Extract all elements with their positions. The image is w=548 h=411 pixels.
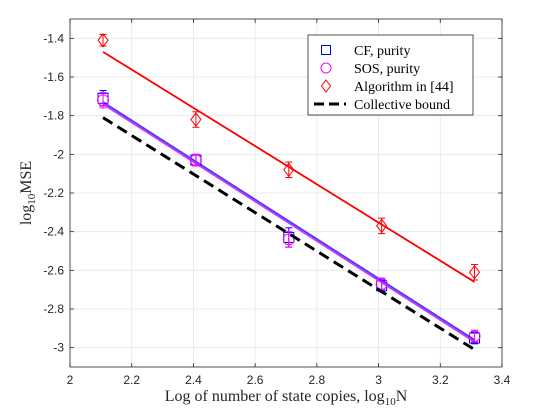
y-tick-label: -1.8 [43, 109, 64, 123]
sos-purity-point [189, 154, 202, 167]
x-tick-label: 2 [67, 373, 74, 387]
sos-purity-point [282, 233, 295, 246]
x-axis-title-main: Log of number of state copies, log [165, 388, 385, 405]
legend-marker-cf-purity [321, 45, 331, 55]
legend: CF, purity SOS, purity Algorithm in [44] Co… [307, 34, 474, 116]
legend-label-cf-purity: CF, purity [354, 44, 410, 59]
legend-box [307, 34, 474, 116]
x-tick-label: 3.2 [432, 373, 449, 387]
x-axis-title-subscript: 10 [385, 396, 397, 408]
x-axis-title: Log of number of state copies, log10N [165, 388, 408, 408]
algorithm-in-44-point [376, 218, 388, 234]
legend-label-algorithm-in-44: Algorithm in [44] [354, 80, 454, 95]
y-axis-title-subscript: 10 [26, 193, 38, 205]
axes: 2 2.2 2.4 2.6 2.8 3 3.2 3.4 -1.4 -1.6 -1.8 -2 -2.2 -2… [43, 19, 511, 387]
y-tick-label: -1.4 [43, 31, 64, 45]
y-axis-title-tail: MSE [18, 161, 35, 194]
legend-label-collective-bound: Collective bound [354, 98, 450, 113]
algorithm-in-44-point [283, 162, 295, 178]
legend-marker-sos-purity [320, 62, 332, 74]
collective-bound-line [102, 116, 476, 351]
y-axis-title-main: log [18, 205, 35, 225]
y-tick-label: -2.2 [43, 186, 64, 200]
x-tick-label: 3.4 [494, 373, 511, 387]
y-tick-label: -1.6 [43, 70, 64, 84]
y-tick-label: -3 [53, 341, 64, 355]
x-tick-label: 2.8 [309, 373, 326, 387]
legend-label-sos-purity: SOS, purity [354, 62, 420, 77]
y-axis-title: log10MSE [18, 161, 38, 225]
x-tick-label: 2.2 [123, 373, 140, 387]
x-tick-label: 2.6 [247, 373, 264, 387]
x-axis-title-tail: N [396, 388, 408, 405]
y-tick-label: -2.6 [43, 263, 64, 277]
sos-purity-point [375, 277, 388, 290]
x-tick-label: 2.4 [185, 373, 202, 387]
algorithm-in-44-point [468, 264, 481, 280]
legend-marker-algorithm-in-44 [320, 79, 332, 93]
algorithm-in-44-point [190, 112, 202, 127]
cf-purity-fit-line [102, 101, 476, 341]
y-tick-label: -2.8 [43, 302, 64, 316]
y-tick-label: -2 [53, 147, 64, 161]
series [97, 32, 481, 351]
x-tick-label: 3 [375, 373, 382, 387]
algorithm-in-44-point [97, 32, 109, 48]
y-tick-label: -2.4 [43, 225, 64, 239]
sos-purity-point [468, 330, 481, 343]
sos-purity-point [97, 94, 110, 107]
sos-purity-fit-line [102, 103, 476, 343]
